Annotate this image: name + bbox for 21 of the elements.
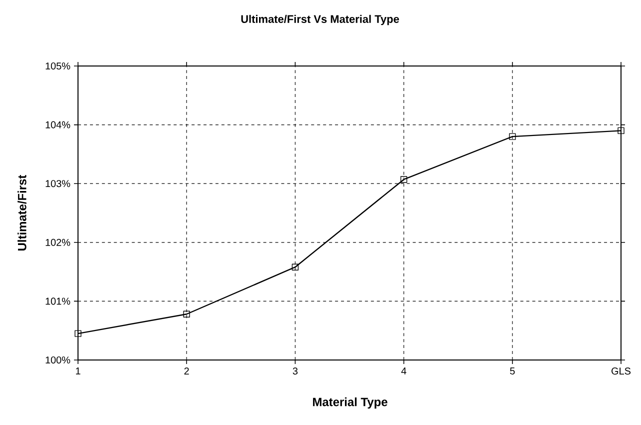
point xyxy=(292,264,299,270)
x-tick-label: 3 xyxy=(292,368,298,375)
x-tick-label: 2 xyxy=(184,368,189,374)
y-tick-label: 101% xyxy=(46,298,70,305)
y-axis-title: Ultimate/First xyxy=(18,174,26,250)
point xyxy=(74,330,82,337)
y-tick-label: 104% xyxy=(46,121,70,128)
point xyxy=(183,310,190,318)
y-tick-label: 105% xyxy=(46,62,70,70)
y-tick-label: 103% xyxy=(46,180,70,188)
point xyxy=(509,133,516,140)
chart-title: Ultimate/First Vs Material Type xyxy=(241,14,400,26)
x-tick-label: 1 xyxy=(76,368,80,374)
y-tick-label: 102% xyxy=(46,238,70,246)
point xyxy=(618,127,624,134)
x-tick-label: GLS xyxy=(612,368,631,375)
x-tick-label: 5 xyxy=(510,368,515,374)
x-tick-label: 4 xyxy=(401,368,406,374)
point xyxy=(400,176,408,183)
y-tick-label: 100% xyxy=(46,356,70,364)
x-axis-title: Material Type xyxy=(313,397,388,409)
